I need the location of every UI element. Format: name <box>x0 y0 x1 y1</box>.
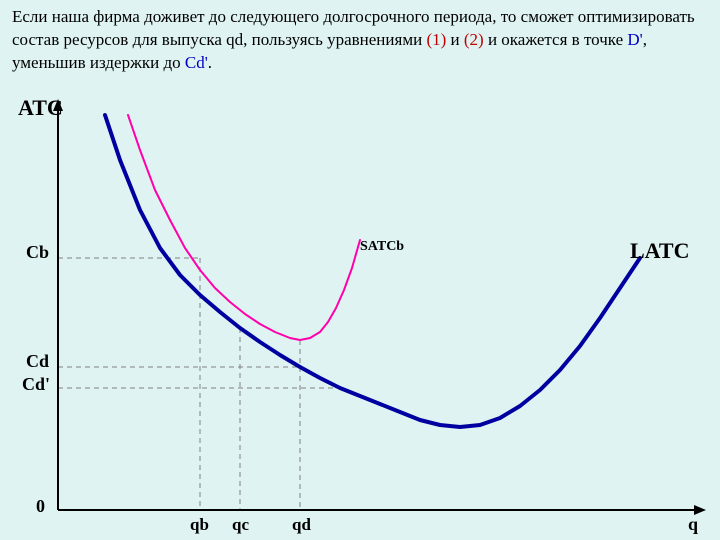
label-qc: qc <box>232 515 249 534</box>
latc-curve <box>105 115 640 427</box>
label-LATC: LATC <box>630 238 690 263</box>
label-q: q <box>688 514 698 534</box>
label-SATCb: SATCb <box>360 239 404 254</box>
label-Cb: Cb <box>26 242 49 262</box>
label-origin: 0 <box>36 496 45 516</box>
label-qd: qd <box>292 515 311 534</box>
label-Cdp: Cd' <box>22 374 50 394</box>
label-y_axis: ATC <box>18 95 63 120</box>
label-Cd: Cd <box>26 351 49 371</box>
satc-curve <box>128 115 360 340</box>
cost-curves-chart: ATC Cb Cd Cd' 0 qb qc qd q SATCb LATC <box>0 0 720 540</box>
label-qb: qb <box>190 515 209 534</box>
